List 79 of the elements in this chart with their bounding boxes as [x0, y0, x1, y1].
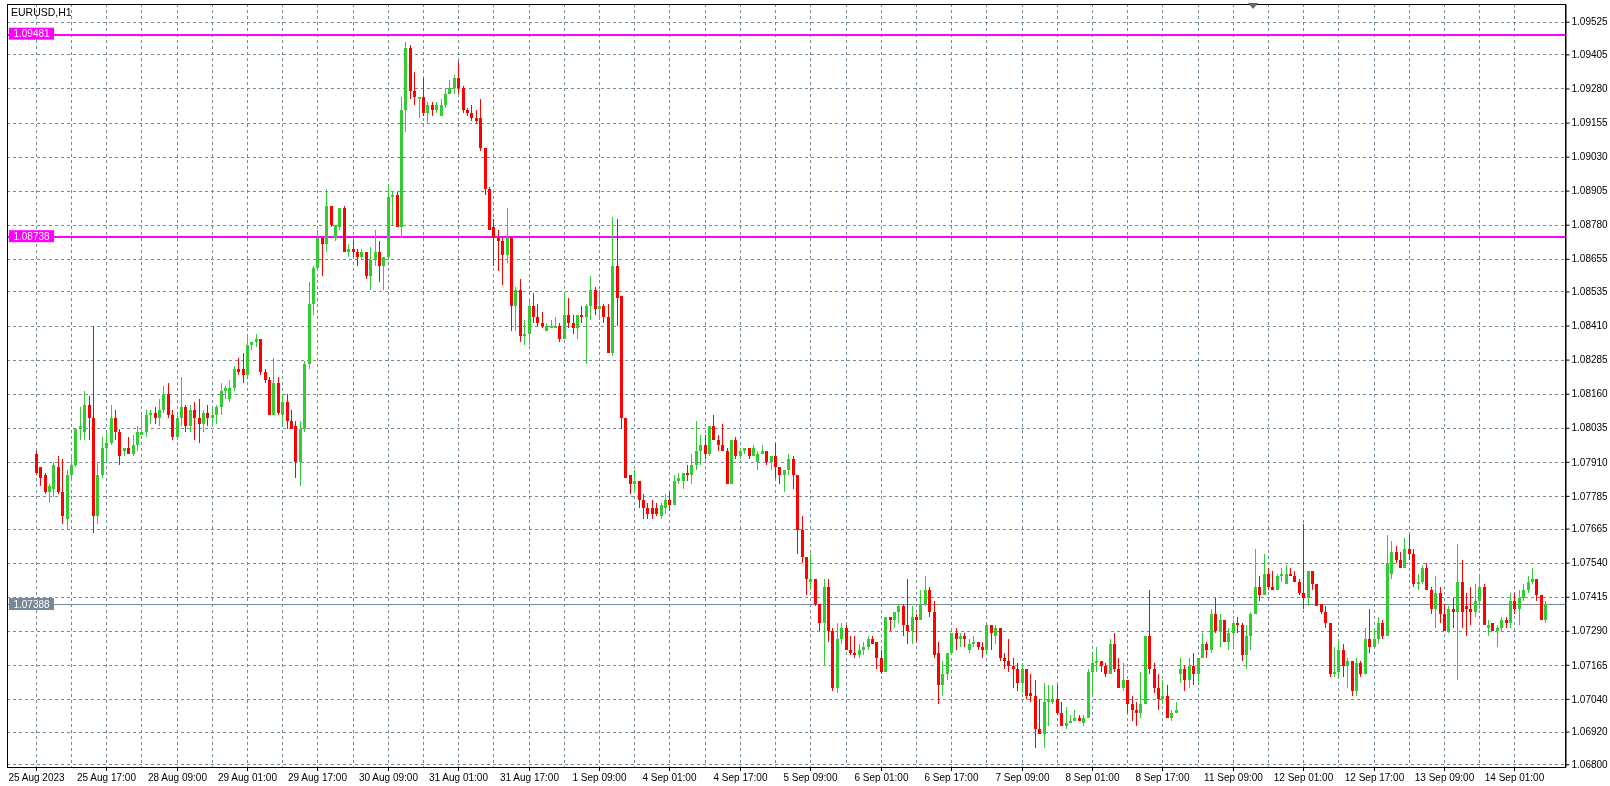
x-tick-label: 4 Sep 17:00 — [713, 772, 768, 783]
candlestick — [1047, 685, 1050, 726]
y-tick-label: 1.07290 — [1571, 625, 1609, 637]
candlestick — [1236, 617, 1239, 633]
x-tick-label: 29 Aug 01:00 — [218, 772, 278, 783]
candlestick — [1065, 707, 1068, 729]
y-tick-label: 1.07665 — [1571, 523, 1609, 535]
y-tick-label: 1.08655 — [1571, 253, 1609, 265]
x-tick-label: 31 Aug 01:00 — [429, 772, 489, 783]
y-tick-label: 1.06800 — [1571, 758, 1609, 770]
candlestick — [1007, 639, 1010, 672]
y-tick-label: 1.09405 — [1571, 49, 1609, 61]
candlestick — [915, 614, 918, 642]
x-tick-label: 4 Sep 01:00 — [642, 772, 697, 783]
candlestick — [497, 230, 500, 271]
x-tick-label: 1 Sep 09:00 — [572, 772, 627, 783]
candlestick — [1417, 574, 1420, 590]
ref-line-label: 1.07388 — [13, 598, 51, 610]
candlestick — [1469, 587, 1472, 625]
candlestick — [1302, 524, 1305, 609]
candlestick — [1333, 647, 1336, 677]
ref-line-label: 1.08738 — [13, 230, 51, 242]
candlestick — [633, 470, 636, 492]
candlestick — [1452, 598, 1455, 628]
chart-title: EURUSD,H1 — [11, 6, 72, 18]
y-tick-label: 1.08905 — [1571, 185, 1609, 197]
ref-line-label: 1.09481 — [13, 28, 51, 40]
y-tick-label: 1.08410 — [1571, 320, 1609, 332]
y-tick-label: 1.09525 — [1571, 16, 1609, 28]
y-tick-label: 1.07165 — [1571, 659, 1609, 671]
x-tick-label: 6 Sep 01:00 — [854, 772, 909, 783]
x-tick-label: 8 Sep 01:00 — [1065, 772, 1120, 783]
y-tick-label: 1.08285 — [1571, 354, 1609, 366]
candlestick — [598, 290, 601, 320]
y-tick-label: 1.07415 — [1571, 591, 1609, 603]
x-tick-label: 14 Sep 01:00 — [1484, 772, 1545, 783]
candlestick — [853, 636, 856, 658]
y-tick-label: 1.07785 — [1571, 490, 1609, 502]
y-tick-label: 1.07540 — [1571, 557, 1609, 569]
x-tick-label: 12 Sep 01:00 — [1273, 772, 1334, 783]
candlestick — [418, 97, 421, 118]
y-tick-label: 1.08035 — [1571, 422, 1609, 434]
x-tick-label: 11 Sep 09:00 — [1204, 772, 1264, 783]
candlestick — [809, 554, 812, 590]
candlestick — [1095, 647, 1098, 672]
candlestick — [391, 192, 394, 225]
y-tick-label: 1.08535 — [1571, 286, 1609, 298]
candlestick — [1496, 625, 1499, 647]
candlestick — [1012, 658, 1015, 688]
x-tick-label: 12 Sep 17:00 — [1344, 772, 1405, 783]
y-tick-label: 1.08780 — [1571, 219, 1609, 231]
candlestick — [1280, 568, 1283, 582]
x-tick-label: 30 Aug 09:00 — [359, 772, 419, 783]
candlestick — [906, 579, 909, 644]
x-tick-label: 25 Aug 17:00 — [77, 772, 137, 783]
candlestick — [1038, 699, 1041, 734]
y-tick-label: 1.09030 — [1571, 151, 1609, 163]
x-tick-label: 25 Aug 2023 — [8, 772, 66, 783]
y-tick-label: 1.09155 — [1571, 117, 1609, 129]
candlestick — [686, 465, 689, 481]
candlestick — [1135, 702, 1138, 726]
y-tick-label: 1.06920 — [1571, 726, 1609, 738]
x-tick-label: 6 Sep 17:00 — [924, 772, 979, 783]
y-tick-label: 1.07910 — [1571, 456, 1609, 468]
x-tick-label: 28 Aug 09:00 — [148, 772, 208, 783]
candlestick — [523, 320, 526, 345]
x-tick-label: 7 Sep 09:00 — [995, 772, 1050, 783]
y-tick-label: 1.07040 — [1571, 693, 1609, 705]
y-tick-label: 1.08160 — [1571, 388, 1609, 400]
x-tick-label: 29 Aug 17:00 — [288, 772, 348, 783]
x-tick-label: 13 Sep 09:00 — [1414, 772, 1475, 783]
x-tick-label: 8 Sep 17:00 — [1135, 772, 1190, 783]
x-tick-label: 5 Sep 09:00 — [783, 772, 838, 783]
x-tick-label: 31 Aug 17:00 — [500, 772, 560, 783]
y-tick-label: 1.09280 — [1571, 83, 1609, 95]
candlestick — [149, 410, 152, 424]
candlestick — [580, 306, 583, 323]
candlestick — [198, 399, 201, 443]
candlestick — [1161, 680, 1164, 704]
